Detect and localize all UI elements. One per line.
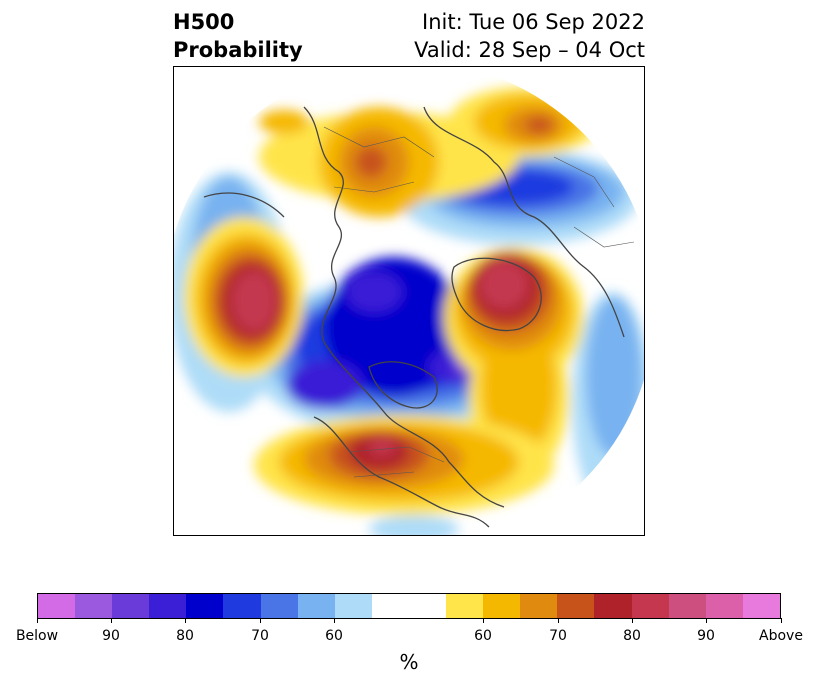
title-type: Probability [173, 38, 303, 62]
colorbar-tick-label: 90 [102, 628, 120, 644]
colorbar-tick-mark [781, 618, 782, 623]
colorbar-segment [520, 594, 558, 618]
colorbar-segment [371, 594, 409, 618]
colorbar-tick-label: Below [15, 628, 59, 644]
colorbar-segment [594, 594, 632, 618]
probability-map [173, 66, 645, 536]
colorbar-tick-label: 80 [176, 628, 194, 644]
colorbar-tick-label: 70 [251, 628, 269, 644]
colorbar-segment [186, 594, 224, 618]
colorbar-tick-label: 90 [697, 628, 715, 644]
colorbar-tick-mark [37, 618, 38, 623]
colorbar-segment [483, 594, 521, 618]
colorbar-segment [38, 594, 76, 618]
colorbar-tick-label: 60 [474, 628, 492, 644]
colorbar-segment [446, 594, 484, 618]
colorbar-segment [668, 594, 706, 618]
colorbar-segment [557, 594, 595, 618]
init-date: Init: Tue 06 Sep 2022 [422, 10, 645, 34]
colorbar-tick-mark [706, 618, 707, 623]
colorbar-tick-mark [558, 618, 559, 623]
colorbar-segment [408, 594, 447, 618]
colorbar-segment [75, 594, 113, 618]
colorbar-tick-mark [632, 618, 633, 623]
colorbar-tick-mark [334, 618, 335, 623]
colorbar-segment [742, 594, 780, 618]
colorbar-tick-mark [111, 618, 112, 623]
colorbar-tick-label: Above [759, 628, 803, 644]
colorbar-tick-label: 70 [549, 628, 567, 644]
map-canvas [174, 67, 644, 535]
valid-range: Valid: 28 Sep – 04 Oct [414, 38, 645, 62]
colorbar-unit: % [399, 650, 419, 674]
colorbar [37, 593, 781, 619]
colorbar-tick-mark [483, 618, 484, 623]
colorbar-segment [334, 594, 372, 618]
coastlines [203, 106, 625, 528]
colorbar-tick-label: 60 [325, 628, 343, 644]
colorbar-segment [149, 594, 187, 618]
political-borders [323, 126, 635, 478]
forecast-dates: Init: Tue 06 Sep 2022 Valid: 28 Sep – 04… [414, 8, 645, 64]
colorbar-tick-mark [185, 618, 186, 623]
colorbar-segment [223, 594, 261, 618]
title-variable: H500 [173, 10, 235, 34]
colorbar-tick-mark [260, 618, 261, 623]
colorbar-segment [112, 594, 150, 618]
colorbar-tick-label: 80 [623, 628, 641, 644]
colorbar-segment [260, 594, 298, 618]
colorbar-segment [705, 594, 743, 618]
colorbar-segment [297, 594, 335, 618]
neg-anomaly-south [369, 515, 459, 535]
colorbar-segment [631, 594, 669, 618]
chart-title: H500 Probability [173, 8, 303, 64]
